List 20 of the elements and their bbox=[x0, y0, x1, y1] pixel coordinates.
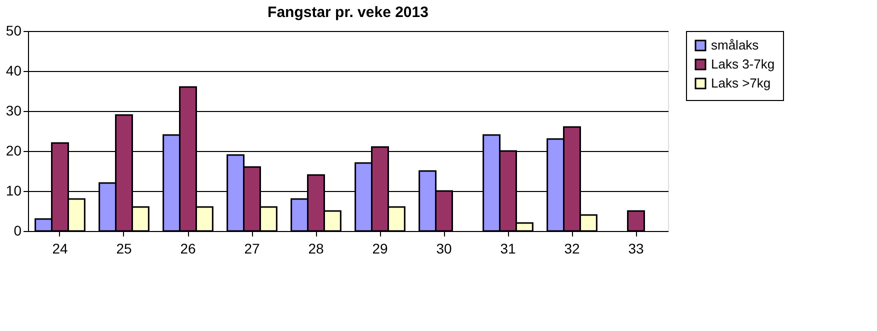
x-tick-label: 28 bbox=[308, 240, 324, 256]
x-tick-label: 33 bbox=[628, 240, 644, 256]
legend-label: smålaks bbox=[711, 38, 760, 52]
chart-title: Fangstar pr. veke 2013 bbox=[268, 4, 428, 21]
legend-label: Laks 3-7kg bbox=[711, 56, 775, 72]
y-tick-label: 0 bbox=[14, 222, 22, 238]
x-tick-label: 29 bbox=[372, 240, 388, 256]
y-tick-label: 40 bbox=[6, 62, 22, 78]
x-tick-label: 31 bbox=[500, 240, 516, 256]
x-tick-label: 27 bbox=[244, 240, 260, 256]
y-tick-label: 10 bbox=[6, 182, 22, 198]
x-tick-label: 32 bbox=[564, 240, 580, 256]
legend-label: Laks >7kg bbox=[711, 76, 771, 90]
x-tick-label: 24 bbox=[52, 240, 68, 256]
y-tick-label: 30 bbox=[6, 102, 22, 118]
x-tick-label: 26 bbox=[180, 240, 196, 256]
x-tick-label: 25 bbox=[116, 240, 132, 256]
y-tick-label: 50 bbox=[6, 22, 22, 38]
x-tick-label: 30 bbox=[436, 240, 452, 256]
y-tick-label: 20 bbox=[6, 142, 22, 158]
